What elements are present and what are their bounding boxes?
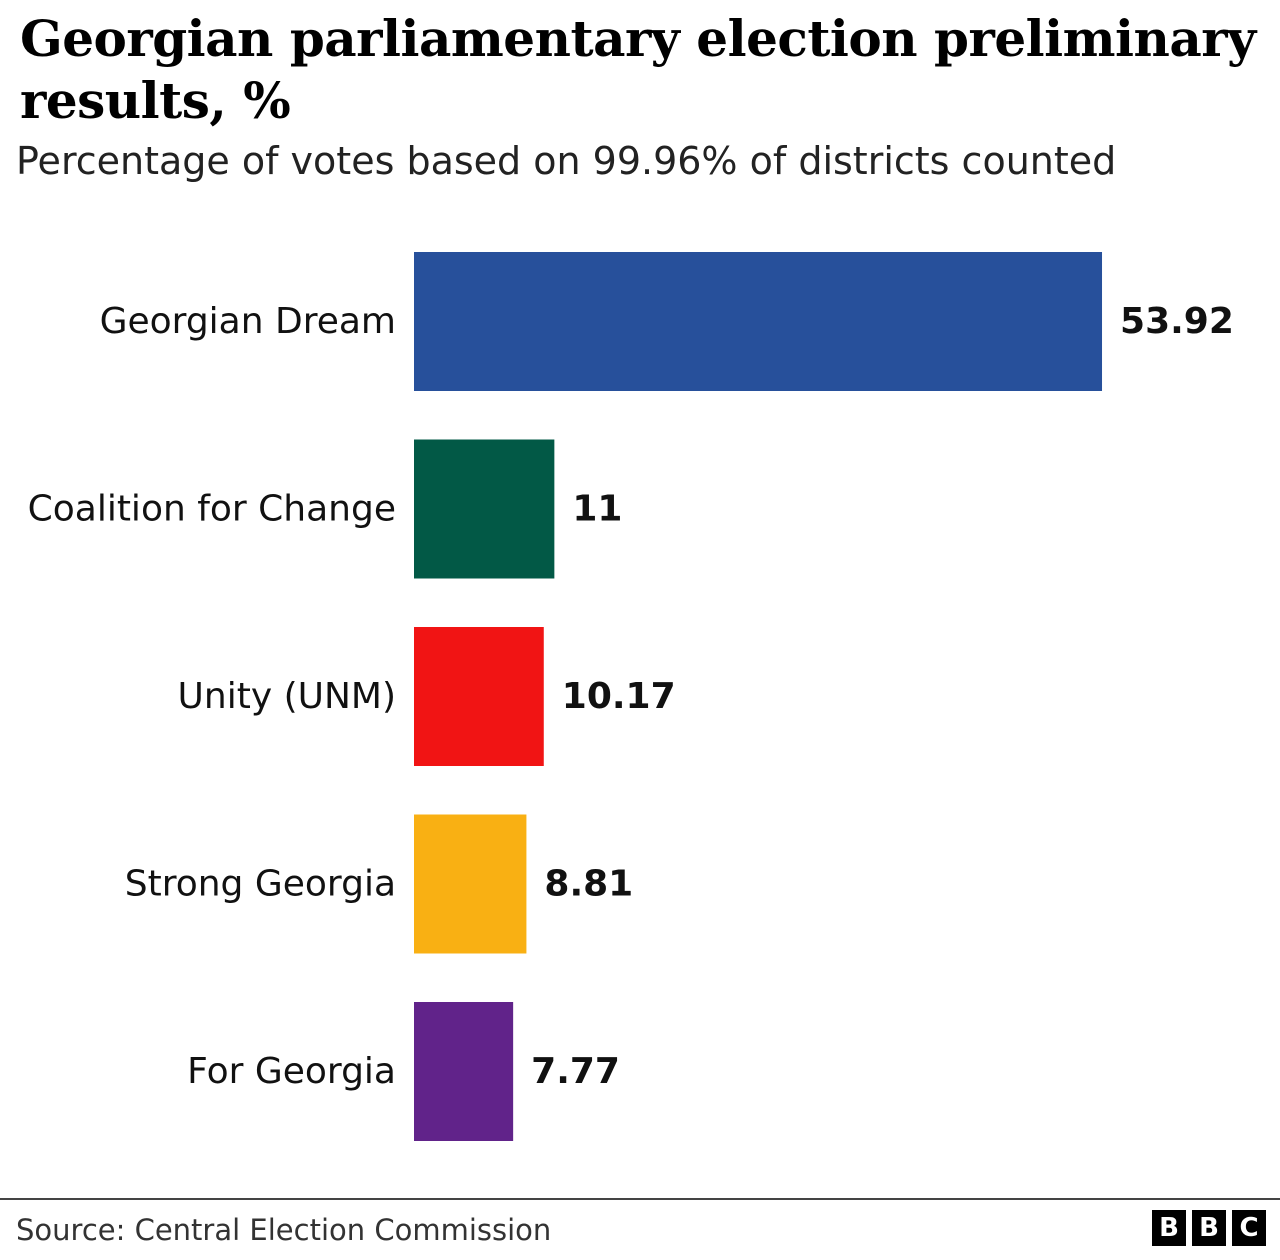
bar-coalition-for-change	[414, 439, 555, 579]
logo-letter: C	[1232, 1210, 1266, 1246]
value-label: 10.17	[562, 676, 676, 717]
logo-letter: B	[1192, 1210, 1226, 1246]
category-label: Strong Georgia	[125, 864, 396, 905]
category-label: For Georgia	[187, 1051, 396, 1092]
chart-title: Georgian parliamentary election prelimin…	[20, 9, 1256, 130]
value-label: 11	[572, 489, 622, 530]
chart-subtitle: Percentage of votes based on 99.96% of d…	[16, 139, 1117, 183]
category-label: Georgian Dream	[100, 301, 396, 342]
bar-unity-unm	[414, 627, 544, 766]
category-label: Unity (UNM)	[178, 676, 396, 717]
source-note: Source: Central Election Commission	[16, 1213, 552, 1247]
bbc-logo: B B C	[1152, 1210, 1266, 1246]
bar-chart: Georgian Dream 53.92 Coalition for Change 1…	[28, 252, 1234, 1141]
bar-strong-georgia	[414, 814, 527, 954]
value-label: 7.77	[531, 1051, 620, 1092]
value-label: 53.92	[1120, 301, 1234, 342]
bar-georgian-dream	[414, 252, 1103, 391]
bar-for-georgia	[414, 1002, 514, 1141]
logo-letter: B	[1152, 1210, 1186, 1246]
value-label: 8.81	[544, 864, 633, 905]
footer-divider	[0, 1198, 1280, 1200]
category-label: Coalition for Change	[28, 489, 396, 530]
